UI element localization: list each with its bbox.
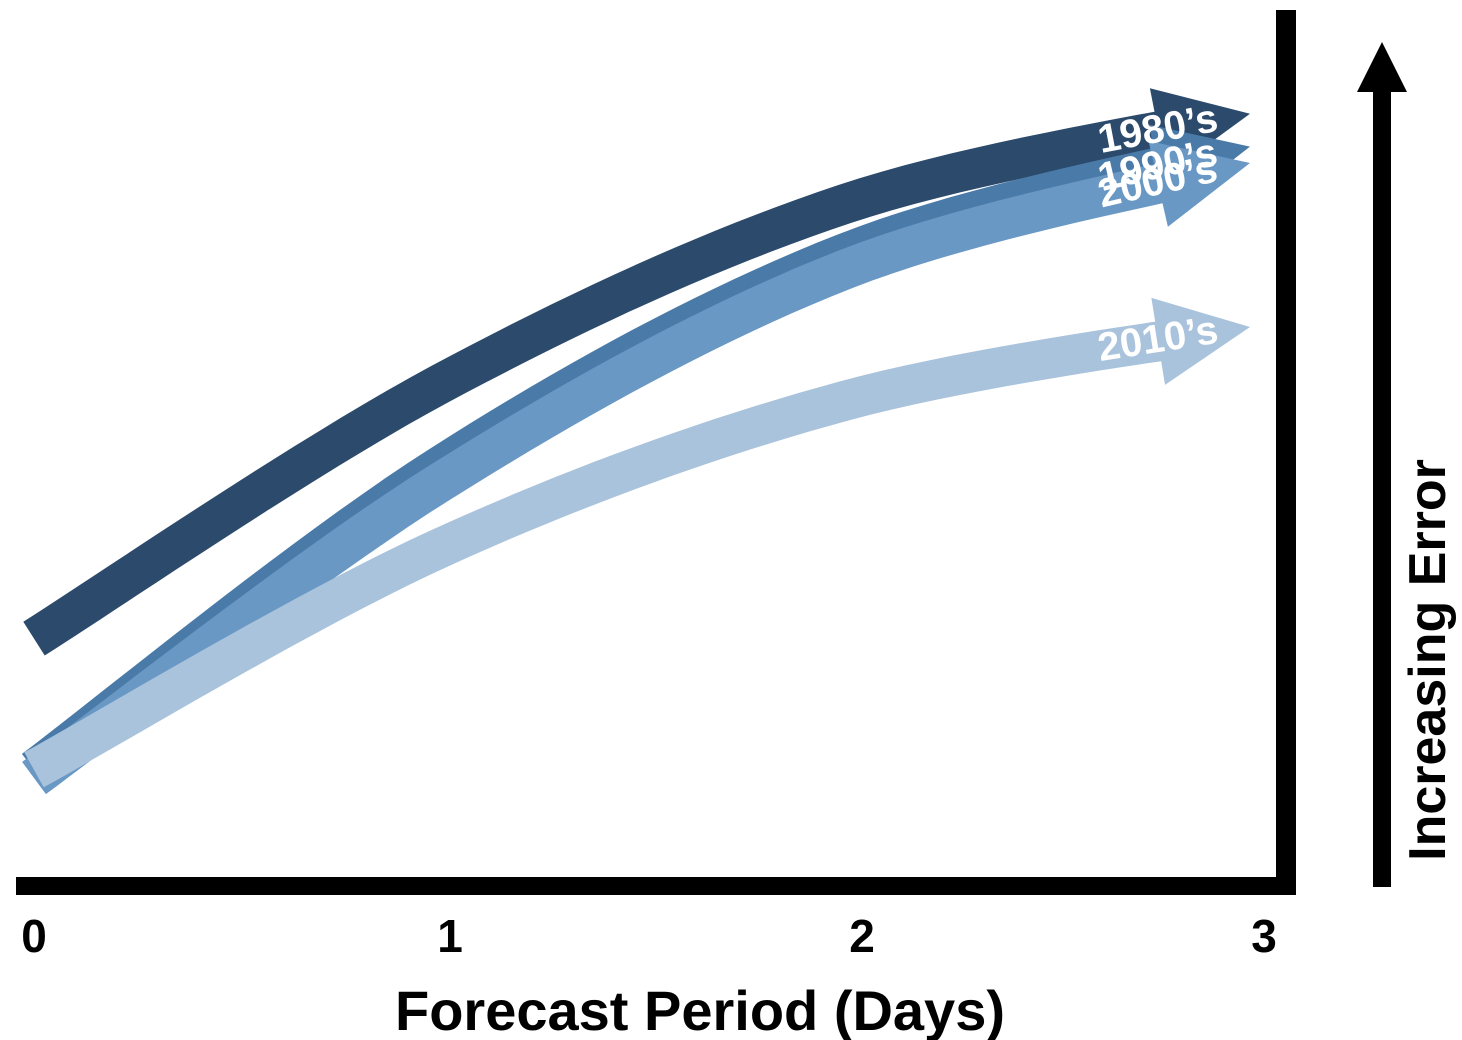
error-arrow-shaft [1373,85,1391,887]
x-tick-label: 2 [849,910,875,962]
right-axis-line [1276,10,1296,895]
series-arrow [23,88,1250,656]
error-arrow-head [1357,42,1407,92]
x-tick-label: 0 [21,910,47,962]
series-arrow [24,297,1250,788]
x-tick-label: 1 [437,910,463,962]
x-axis-title: Forecast Period (Days) [395,979,1005,1040]
x-tick-labels: 0 1 2 3 [21,910,1277,962]
x-axis-line [16,877,1296,895]
series-label: 2010’s [1095,308,1221,370]
series-layer [21,88,1251,795]
series-arrow [22,140,1251,795]
x-tick-label: 3 [1251,910,1277,962]
y-axis-title: Increasing Error [1399,459,1457,861]
